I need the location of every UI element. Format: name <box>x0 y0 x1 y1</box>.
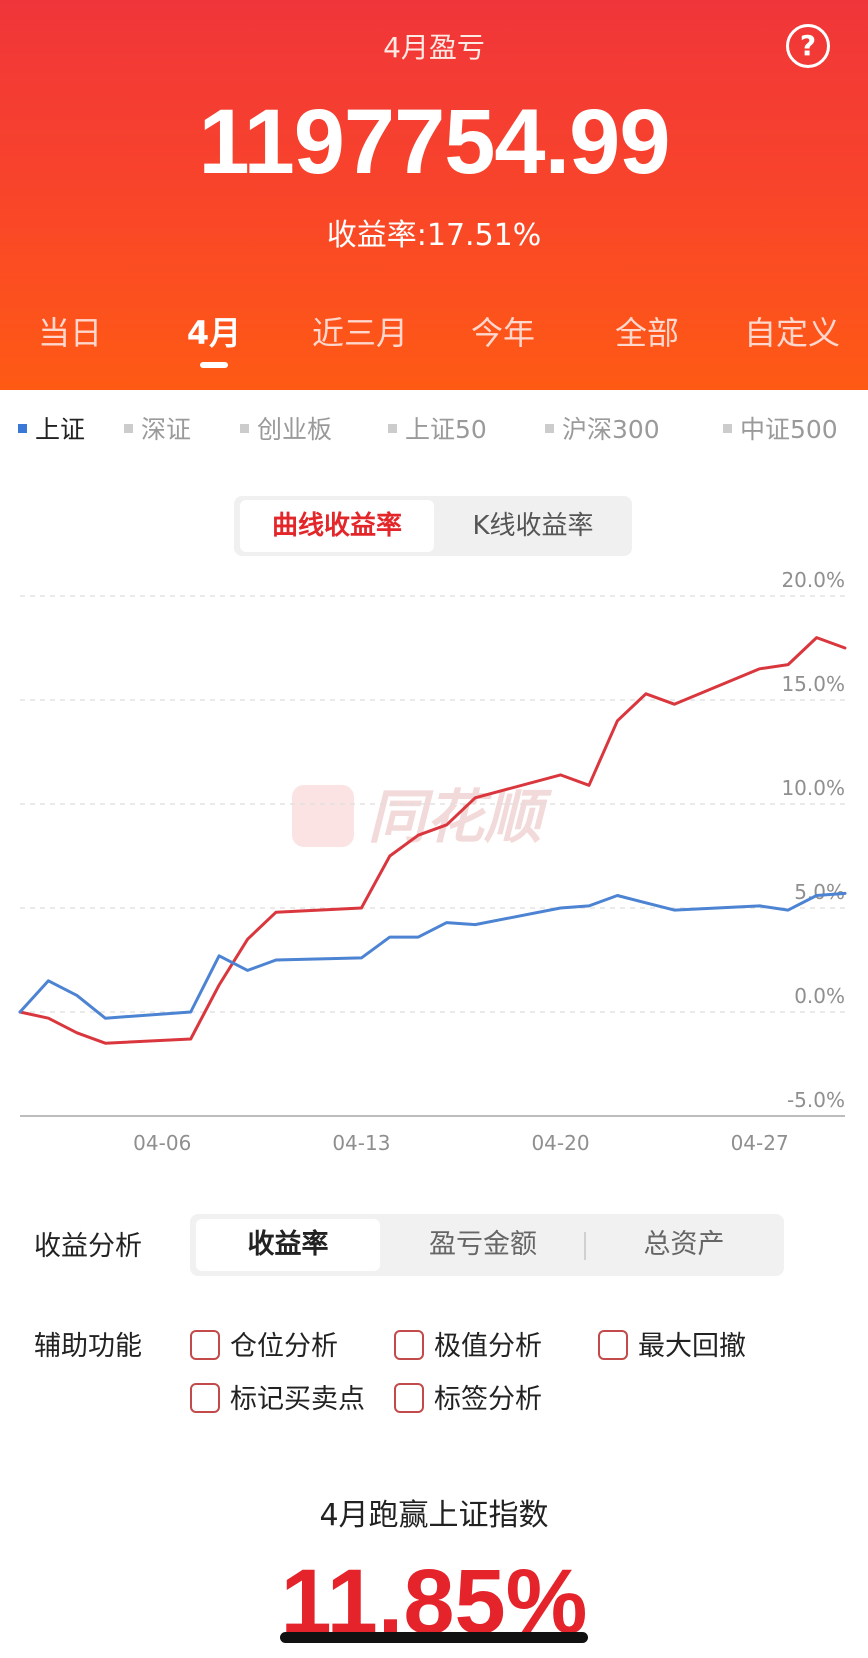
checkbox-trade-points[interactable]: 标记买卖点 <box>190 1377 365 1416</box>
index-label: 创业板 <box>257 415 333 444</box>
checkbox-label: 最大回撤 <box>638 1331 746 1362</box>
profit-amount: 1197754.99 <box>198 91 671 193</box>
x-tick-label: 04-13 <box>332 1131 390 1155</box>
return-rate: 收益率:17.51% <box>326 218 542 253</box>
legend-dot-icon <box>18 423 27 433</box>
segment-divider <box>584 1232 586 1260</box>
x-tick-label: 04-20 <box>531 1131 589 1155</box>
analysis-segment: 收益率 盈亏金额 总资产 <box>190 1214 784 1276</box>
tab-today[interactable]: 当日 <box>37 314 102 352</box>
y-tick-label: 5.0% <box>794 880 845 904</box>
watermark-logo: 同花顺 <box>292 783 553 851</box>
checkbox-tag-analysis[interactable]: 标签分析 <box>394 1377 542 1416</box>
tab-custom[interactable]: 自定义 <box>743 314 840 352</box>
index-csi500[interactable]: 中证500 <box>723 410 838 446</box>
period-tabs: 当日 4月 近三月 今年 全部 自定义 <box>0 300 868 390</box>
index-label: 沪深300 <box>562 415 660 444</box>
index-csi300[interactable]: 沪深300 <box>545 410 660 446</box>
index-label: 中证500 <box>740 415 838 444</box>
y-tick-label: 20.0% <box>781 568 845 592</box>
tab-april[interactable]: 4月 <box>186 314 242 352</box>
index-shanghai[interactable]: 上证 <box>18 410 85 446</box>
checkbox-icon[interactable] <box>394 1329 424 1360</box>
checkbox-extreme-analysis[interactable]: 极值分析 <box>394 1324 542 1363</box>
checkbox-position-analysis[interactable]: 仓位分析 <box>190 1324 338 1363</box>
watermark-text: 同花顺 <box>368 783 553 851</box>
index-chinext[interactable]: 创业板 <box>240 410 332 446</box>
chart-series <box>18 636 847 1045</box>
x-tick-label: 04-27 <box>731 1131 789 1155</box>
y-tick-label: 15.0% <box>781 672 845 696</box>
legend-dot-icon <box>124 423 133 433</box>
checkbox-icon[interactable] <box>394 1382 424 1413</box>
beat-index-title: 4月跑赢上证指数 <box>319 1498 549 1533</box>
checkbox-icon[interactable] <box>190 1329 220 1360</box>
tab-all[interactable]: 全部 <box>614 314 679 352</box>
home-indicator[interactable] <box>280 1632 588 1643</box>
y-axis-ticks: 20.0% 15.0% 10.0% 5.0% 0.0% -5.0% <box>781 568 845 1112</box>
index-shenzhen[interactable]: 深证 <box>124 410 191 446</box>
legend-dot-icon <box>240 423 249 433</box>
y-tick-label: -5.0% <box>787 1088 845 1112</box>
help-icon[interactable]: ? <box>786 24 830 68</box>
index-label: 上证 <box>35 415 86 444</box>
header: 4月盈亏 ? 1197754.99 收益率:17.51% 当日 4月 近三月 今… <box>0 0 868 390</box>
tab-this-year[interactable]: 今年 <box>470 314 535 352</box>
x-axis-ticks: 04-06 04-13 04-20 04-27 <box>133 1131 789 1155</box>
chart-mode-toggle: 曲线收益率 K线收益率 <box>234 496 632 556</box>
index-sse50[interactable]: 上证50 <box>388 410 487 446</box>
index-label: 深证 <box>141 415 192 444</box>
checkbox-label: 标签分析 <box>434 1384 542 1415</box>
y-tick-label: 0.0% <box>794 984 845 1008</box>
analysis-label: 收益分析 <box>34 1231 142 1262</box>
checkbox-icon[interactable] <box>190 1382 220 1413</box>
legend-dot-icon <box>388 423 397 433</box>
legend-dot-icon <box>723 423 732 433</box>
kline-return-button[interactable]: K线收益率 <box>472 511 594 541</box>
page-title: 4月盈亏 <box>383 31 485 64</box>
auxiliary-label: 辅助功能 <box>34 1331 142 1362</box>
index-return-line <box>18 891 847 1020</box>
index-selector: 上证 深证 创业板 上证50 沪深300 中证500 <box>0 410 868 450</box>
checkbox-label: 仓位分析 <box>230 1331 338 1362</box>
checkbox-label: 极值分析 <box>434 1331 542 1362</box>
index-label: 上证50 <box>405 415 487 444</box>
return-chart[interactable]: 同花顺 20.0%15.0%10.0%5.0%0.0%-5.0% 04-06 04… <box>0 560 868 1170</box>
active-tab-indicator <box>200 362 228 368</box>
checkbox-max-drawdown[interactable]: 最大回撤 <box>598 1324 746 1363</box>
segment-profit-amount[interactable]: 盈亏金额 <box>429 1229 537 1260</box>
chart-grid <box>20 595 845 1117</box>
segment-return-rate[interactable]: 收益率 <box>196 1219 380 1271</box>
tab-three-months[interactable]: 近三月 <box>311 314 408 352</box>
portfolio-return-line <box>18 636 847 1045</box>
checkbox-label: 标记买卖点 <box>230 1384 365 1415</box>
segment-total-assets[interactable]: 总资产 <box>643 1229 725 1260</box>
legend-dot-icon <box>545 423 554 433</box>
x-tick-label: 04-06 <box>133 1131 191 1155</box>
watermark-logo-icon <box>292 785 354 847</box>
y-tick-label: 10.0% <box>781 776 845 800</box>
checkbox-icon[interactable] <box>598 1329 628 1360</box>
curve-return-button[interactable]: 曲线收益率 <box>240 500 434 552</box>
